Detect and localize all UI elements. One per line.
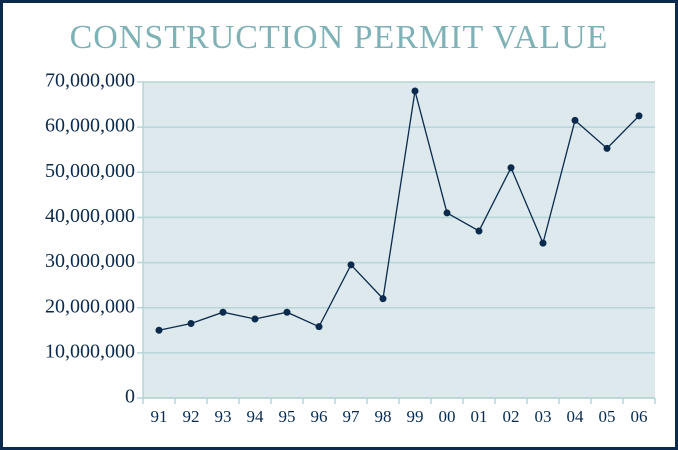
point [379, 295, 387, 303]
x-tick-label: 98 [375, 407, 392, 426]
point [571, 116, 579, 124]
x-tick-label: 91 [151, 407, 168, 426]
x-tick-label: 05 [599, 407, 616, 426]
point [155, 326, 163, 334]
x-tick-label: 99 [407, 407, 424, 426]
point [539, 239, 547, 247]
point [251, 315, 259, 323]
point [411, 87, 419, 95]
x-tick-label: 04 [567, 407, 585, 426]
x-tick-label: 92 [183, 407, 200, 426]
point [475, 227, 483, 235]
point [315, 323, 323, 331]
x-tick-label: 02 [503, 407, 520, 426]
y-tick-label: 50,000,000 [45, 160, 135, 182]
x-tick-label: 97 [343, 407, 361, 426]
y-tick-label: 60,000,000 [45, 115, 135, 137]
y-tick-label: 0 [125, 386, 135, 408]
plot-area [143, 82, 655, 398]
x-tick-label: 00 [439, 407, 456, 426]
chart-title: CONSTRUCTION PERMIT VALUE [70, 19, 609, 56]
point [219, 308, 227, 316]
x-tick-label: 06 [631, 407, 648, 426]
point [347, 261, 355, 269]
line [158, 90, 640, 331]
x-tick-label: 93 [215, 407, 232, 426]
point [507, 164, 515, 172]
y-tick-label: 30,000,000 [45, 250, 135, 272]
x-tick-label: 94 [247, 407, 265, 426]
y-tick-label: 40,000,000 [45, 205, 135, 227]
x-tick-label: 03 [535, 407, 552, 426]
x-tick-label: 96 [311, 407, 328, 426]
y-tick-label: 70,000,000 [45, 70, 135, 92]
point [187, 320, 195, 328]
y-tick-label: 20,000,000 [45, 295, 135, 317]
point [283, 308, 291, 316]
point [635, 112, 643, 120]
x-tick-label: 95 [279, 407, 296, 426]
point [443, 209, 451, 217]
point [603, 144, 611, 152]
y-tick-label: 10,000,000 [45, 340, 135, 362]
x-tick-label: 01 [471, 407, 488, 426]
